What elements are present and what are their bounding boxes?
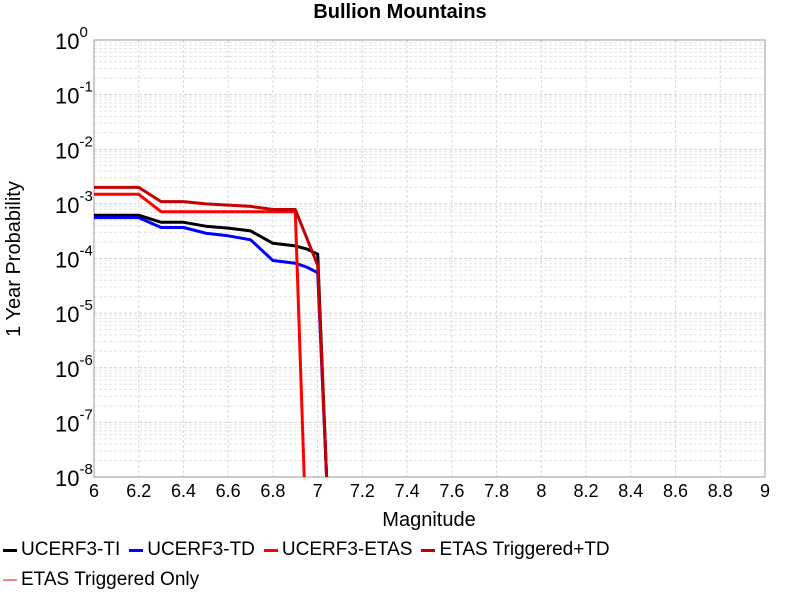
x-tick-label: 7: [313, 481, 323, 501]
legend-row-2: ETAS Triggered Only: [0, 567, 205, 593]
legend-label: UCERF3-TD: [147, 539, 255, 560]
y-tick-label: 100: [55, 24, 88, 54]
legend-swatch: [421, 548, 436, 552]
x-axis-ticks: 6 6.2 6.4 6.6 6.8 7 7.2 7.4 7.6 7.8 8 8.2 8.4 8.6 8.8 9: [89, 481, 770, 501]
y-tick-label: 10-6: [55, 352, 93, 382]
legend-label: ETAS Triggered Only: [21, 569, 200, 590]
legend-item-3: UCERF3-ETAS: [261, 539, 413, 561]
y-tick-label: 10-4: [55, 243, 93, 273]
y-tick-label: 10-8: [55, 461, 93, 491]
x-tick-label: 6: [89, 481, 99, 501]
series-line-1: [94, 213, 329, 478]
legend-swatch: [3, 548, 17, 552]
legend: UCERF3-TI UCERF3-TD UCERF3-ETAS ETAS Trigge…: [0, 537, 800, 600]
y-tick-label: 10-2: [55, 133, 93, 163]
legend-item-4: ETAS Triggered+TD: [418, 539, 610, 561]
y-axis-label: 1 Year Probability: [3, 181, 25, 337]
y-tick-label: 10-3: [55, 188, 93, 218]
y-tick-label: 10-5: [55, 297, 93, 327]
legend-swatch: [263, 548, 278, 552]
legend-label: ETAS Triggered+TD: [439, 539, 610, 560]
x-tick-label: 8.2: [574, 481, 599, 501]
x-tick-label: 8.6: [663, 481, 688, 501]
x-axis-label: Magnitude: [382, 509, 475, 531]
chart-title: Bullion Mountains: [313, 1, 486, 23]
x-tick-label: 6.8: [260, 481, 285, 501]
x-tick-label: 7.8: [484, 481, 509, 501]
legend-label: UCERF3-TI: [21, 539, 121, 560]
series-line-4: [94, 185, 329, 478]
x-tick-label: 7.6: [439, 481, 464, 501]
grid: [93, 40, 766, 478]
series-line-2: [94, 216, 329, 478]
legend-item-2: UCERF3-TD: [126, 539, 255, 561]
x-tick-label: 7.4: [395, 481, 420, 501]
legend-item-5: ETAS Triggered Only: [0, 569, 199, 591]
legend-swatch: [3, 579, 17, 581]
legend-row-1: UCERF3-TI UCERF3-TD UCERF3-ETAS ETAS Trigge…: [0, 537, 616, 563]
legend-swatch: [129, 548, 144, 552]
legend-label: UCERF3-ETAS: [281, 539, 413, 560]
x-tick-label: 7.2: [350, 481, 375, 501]
x-tick-label: 6.2: [126, 481, 151, 501]
series-line-3: [94, 192, 306, 478]
plot-area: [93, 39, 766, 478]
y-tick-label: 10-1: [55, 79, 93, 109]
series-layer: [94, 185, 329, 478]
x-tick-label: 9: [760, 481, 770, 501]
y-tick-label: 10-7: [55, 406, 93, 436]
x-tick-label: 8.8: [708, 481, 733, 501]
x-tick-label: 8.4: [618, 481, 643, 501]
y-axis-ticks: 100 10-1 10-2 10-3 10-4 10-5 10-6 10-7 10-8: [55, 24, 93, 491]
x-tick-label: 8: [536, 481, 546, 501]
x-tick-label: 6.6: [216, 481, 241, 501]
x-tick-label: 6.4: [171, 481, 196, 501]
legend-item-1: UCERF3-TI: [0, 539, 120, 561]
